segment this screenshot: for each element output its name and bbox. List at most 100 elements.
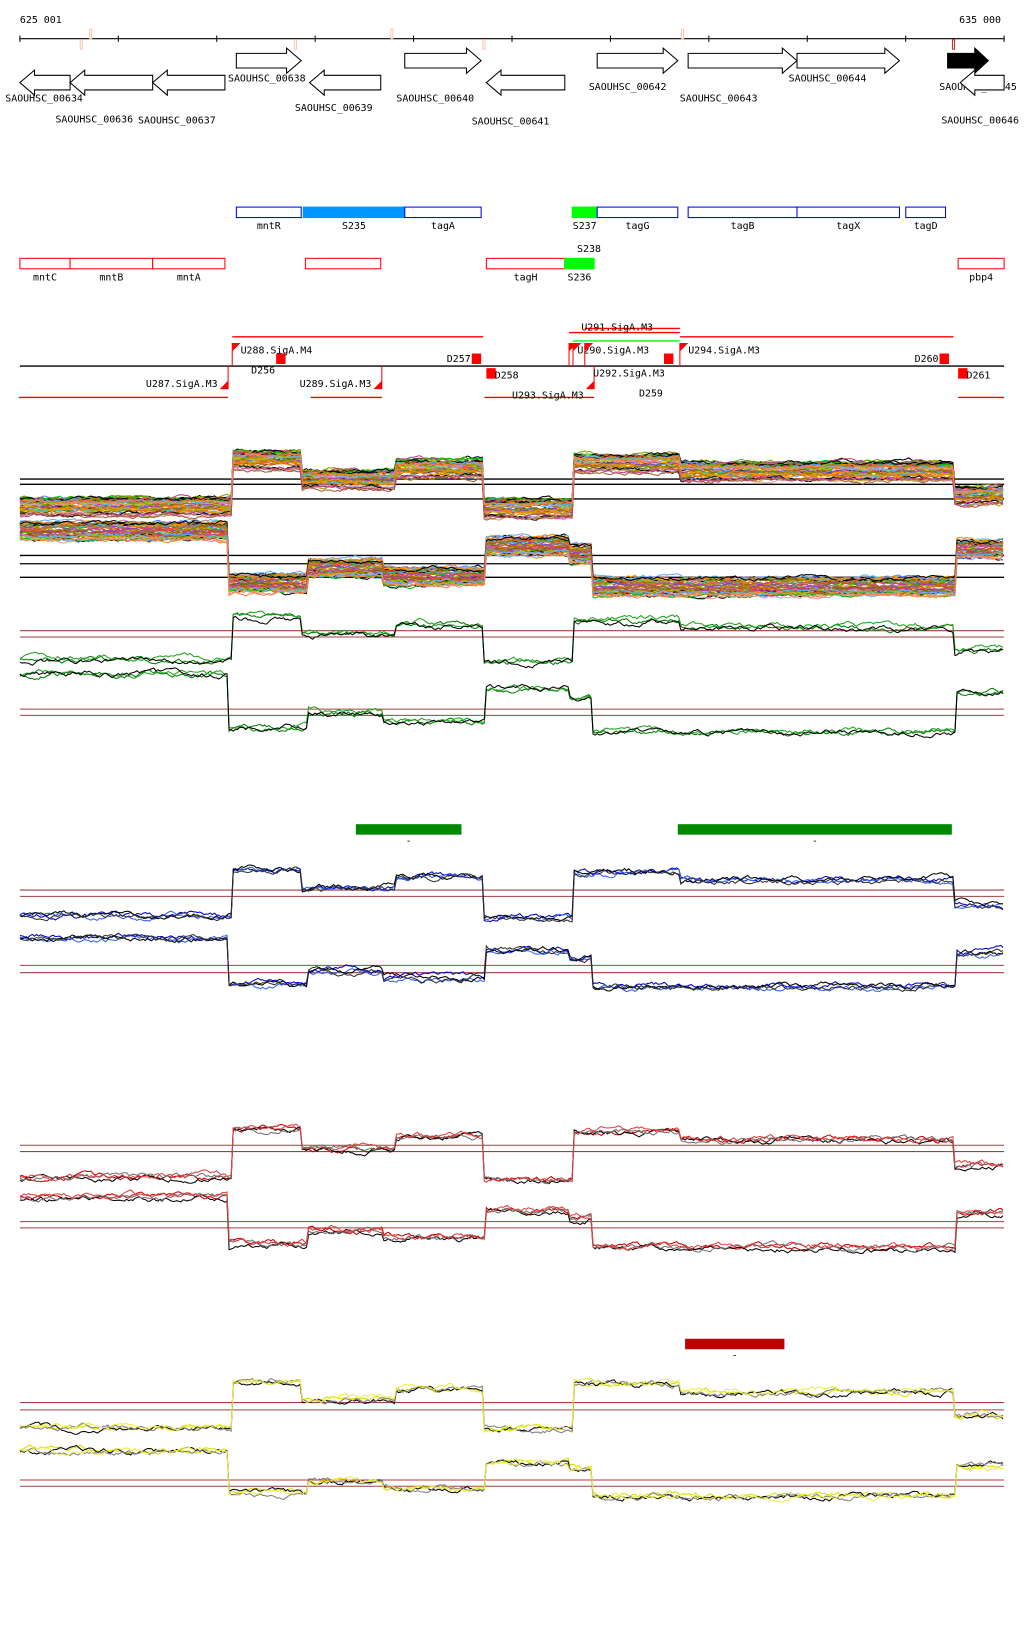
expression-line-plus [19,449,1004,505]
expression-line-minus [19,528,1004,592]
expression-line-plus [19,1379,1004,1435]
expression-line-plus [19,867,1004,923]
expression-panels [19,448,1005,1503]
expression-panel-yellow [19,1377,1005,1503]
terminator-label: D258 [495,371,519,382]
gene-arrow [69,68,154,97]
gene-label: SAOUHSC_00646 [941,115,1019,126]
operon-box [564,257,595,270]
promoter-label: U293.SigA.M3 [512,390,584,401]
promoter-flag-icon [373,380,382,390]
region-bars: - - - [355,824,952,1362]
terminator-label: D259 [639,388,663,399]
gene-label: SAOUHSC_00634 [5,93,83,104]
region-bar-label: - [406,836,412,847]
operon-label: S237 [573,221,597,232]
operon-label: tagA [431,221,455,232]
expression-line-minus [19,522,1004,586]
expression-line-plus [19,449,1004,505]
promoter-flag-icon [219,380,229,390]
gene-arrow [959,68,1005,97]
ruler-marker [951,39,956,50]
promoter-flag-icon [572,343,582,352]
operon-label: S236 [568,272,592,283]
ruler-marker [79,39,83,50]
expression-line-plus [19,457,1004,515]
terminator-icon [276,353,286,364]
operon-label: tagH [514,272,538,283]
gene-arrow [235,46,303,75]
expression-line-minus [19,1193,1004,1255]
operon-label: mntA [177,272,201,283]
expression-line-plus [19,1377,1004,1434]
gene-arrow [19,68,71,97]
operon-box [404,206,482,219]
expression-line-minus [19,530,1004,594]
expression-line-minus [19,667,1004,739]
expression-line-minus [19,1444,1004,1500]
expression-line-minus [19,1192,1004,1253]
expression-line-minus [19,519,1004,583]
terminator-label: D260 [915,354,939,365]
terminator-icon [958,368,968,379]
operon-label: tagG [626,221,650,232]
operon-box [596,206,679,219]
region-bar-label: - [732,1351,738,1362]
region-bar-label: - [812,836,818,847]
expression-panel-red [19,1123,1005,1255]
ruler-marker [482,39,486,50]
expression-line-plus [19,457,1004,513]
expression-line-minus [19,532,1004,596]
terminator-icon [939,353,949,364]
ruler-start-label: 625 001 [20,15,62,26]
expression-line-plus [19,452,1004,507]
region-bar [355,824,462,835]
expression-line-minus [19,1444,1004,1502]
expression-line-minus [19,520,1004,583]
operon-label: S238 [577,244,601,255]
expression-line-minus [19,669,1004,737]
promoter-label: U289.SigA.M3 [300,379,372,390]
expression-panel-green [19,610,1005,739]
gene-arrow [947,46,990,75]
expression-line-plus [19,466,1004,520]
expression-line-plus [19,864,1004,922]
operon-box [152,257,226,270]
expression-line-plus [19,866,1004,923]
gene-label: SAOUHSC_00642 [589,82,667,93]
operon-box [302,206,406,219]
promoter-label: U294.SigA.M3 [688,346,760,357]
gene-arrow [404,46,482,75]
promoter-label: U287.SigA.M3 [146,379,218,390]
ruler-marker [89,28,93,40]
region-bar [677,824,952,835]
operon-label: tagX [836,221,860,232]
gene-label: SAOUHSC_00643 [680,93,758,104]
gene-arrow [151,68,226,97]
promoter-label: U290.SigA.M3 [577,346,649,357]
expression-line-plus [19,1380,1004,1434]
expression-line-plus [19,468,1004,521]
terminator-icon [663,353,674,364]
ruler-end-label: 635 000 [959,15,1001,26]
operon-label: tagB [731,221,755,232]
operon-box [580,206,598,219]
gene-arrow [485,68,566,97]
terminator-icon [486,368,496,379]
operon-box [687,206,798,219]
operon-box [957,257,1005,270]
operon-label: tagD [914,221,938,232]
expression-line-minus [19,1447,1004,1502]
promoter-flag-icon [584,343,594,352]
expression-line-minus [19,934,1004,992]
promoter-flag-icon [679,343,689,352]
promoter-flag-icon [585,380,595,390]
operon-label: mntB [99,272,123,283]
expression-panel-multi [19,448,1005,600]
expression-panel-blue [19,864,1005,993]
expression-line-plus [19,866,1004,922]
expression-line-plus [19,1123,1004,1183]
ruler-marker [390,28,394,40]
operon-track: mntR S235 tagA S237 S238 tagG tagB tagX tagD mntC… [19,206,1005,283]
